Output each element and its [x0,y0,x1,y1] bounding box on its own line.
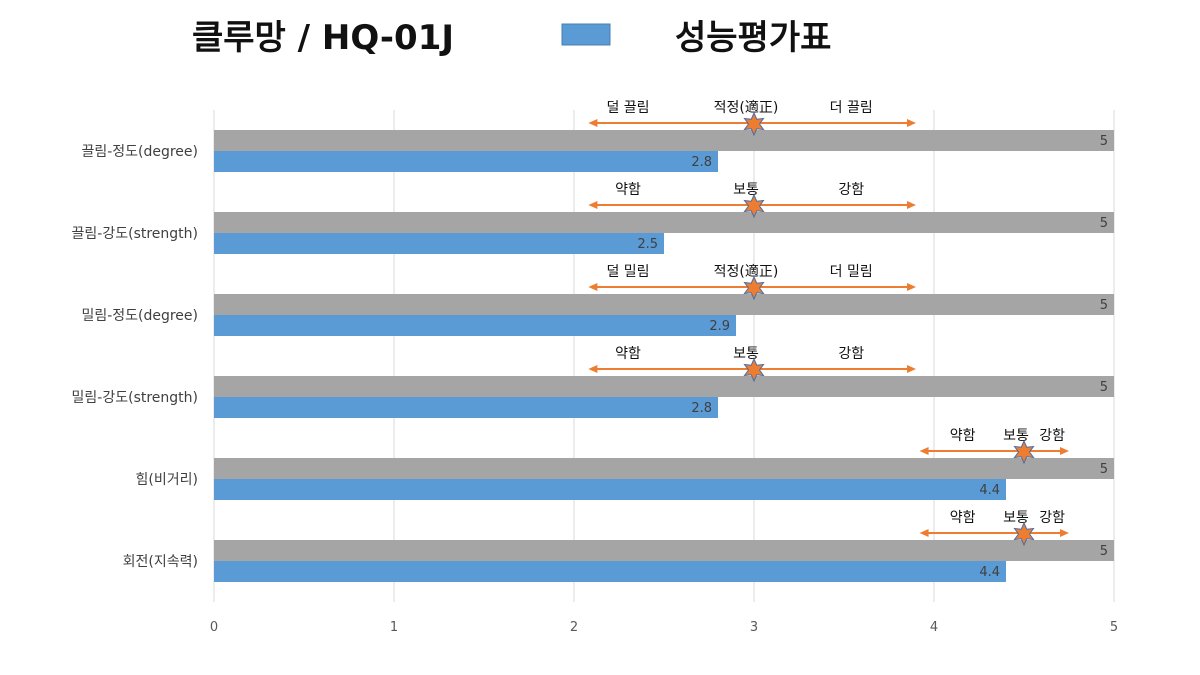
annotation-left-label: 약함 [615,346,641,362]
bar-max-label: 5 [1100,544,1108,559]
bar-max-label: 5 [1100,380,1108,395]
legend-label: 성능평가표 [675,18,831,58]
arrow-head-left [588,283,598,291]
star-marker [743,193,765,219]
category-label: 밀림-정도(degree) [81,308,198,324]
category-label: 밀림-강도(strength) [72,390,198,406]
arrow-head-right [907,119,916,127]
category-label: 회전(지속력) [123,554,198,570]
bar-max [214,540,1114,561]
bar-max [214,294,1114,315]
annotation-right-label: 강함 [838,346,864,362]
chart-title: 클루망 / HQ-01J [192,18,454,58]
arrow-head-right [1060,447,1069,455]
bar-value [214,561,1006,582]
arrow-head-left [588,365,598,373]
x-tick-label: 1 [390,620,398,635]
arrow-head-left [919,447,929,455]
category-label: 힘(비거리) [136,472,198,488]
x-tick-label: 2 [570,620,578,635]
bar-max-label: 5 [1100,216,1108,231]
annotation-mid-label: 보통 [1003,510,1029,526]
bar-value [214,151,718,172]
bar-max-label: 5 [1100,462,1108,477]
bar-value-label: 4.4 [979,483,1000,498]
annotation-mid-label: 보통 [733,182,759,198]
gridlines [213,110,1115,602]
annotation-mid-label: 적정(適正) [714,99,779,116]
arrow-head-left [588,201,598,209]
arrow-head-right [1060,529,1069,537]
bar-value [214,233,664,254]
annotation-mid-label: 보통 [733,346,759,362]
annotation-mid-label: 적정(適正) [714,263,779,280]
bar-value-label: 2.8 [691,401,712,416]
annotation-left-label: 덜 밀림 [606,264,649,280]
category-labels: 끌림-정도(degree) 끌림-강도(strength) 밀림-정도(degree… [72,144,198,570]
bar-value-label: 4.4 [979,565,1000,580]
bar-max [214,376,1114,397]
bar-value-label: 2.5 [637,237,658,252]
category-label: 끌림-강도(strength) [72,226,198,242]
star-marker [1013,521,1035,547]
annotation-right-label: 더 끌림 [830,100,873,116]
bar-max-label: 5 [1100,134,1108,149]
bar-value-label: 2.9 [709,319,730,334]
category-label: 끌림-정도(degree) [81,144,198,160]
x-tick-label: 0 [210,620,218,635]
star-marker [743,275,765,301]
legend-swatch [561,23,611,46]
bar-max [214,212,1114,233]
star-marker [1013,439,1035,465]
annotation-left-label: 약함 [950,428,976,444]
x-tick-label: 3 [750,620,758,635]
bar-value [214,479,1006,500]
annotation-right-label: 강함 [1039,428,1065,444]
arrow-head-left [919,529,929,537]
bar-value [214,397,718,418]
x-tick-label: 5 [1110,620,1118,635]
annotation-left-label: 약함 [615,182,641,198]
bars: 5 2.8 5 2.5 5 2.9 5 2.8 5 4.4 5 4.4 [214,130,1114,582]
arrow-head-right [907,283,916,291]
annotation-left-label: 덜 끌림 [606,100,649,116]
bar-value [214,315,736,336]
bar-max [214,458,1114,479]
annotation-left-label: 약함 [950,510,976,526]
x-tick-labels: 0 1 2 3 4 5 [210,620,1118,635]
star-marker [743,111,765,137]
annotation-right-label: 더 밀림 [830,264,873,280]
x-tick-label: 4 [930,620,938,635]
annotation-right-label: 강함 [838,182,864,198]
arrow-head-right [907,365,916,373]
bar-value-label: 2.8 [691,155,712,170]
bar-max [214,130,1114,151]
annotation-mid-label: 보통 [1003,428,1029,444]
star-marker [743,357,765,383]
arrow-head-right [907,201,916,209]
annotation-right-label: 강함 [1039,510,1065,526]
bar-max-label: 5 [1100,298,1108,313]
arrow-head-left [588,119,598,127]
